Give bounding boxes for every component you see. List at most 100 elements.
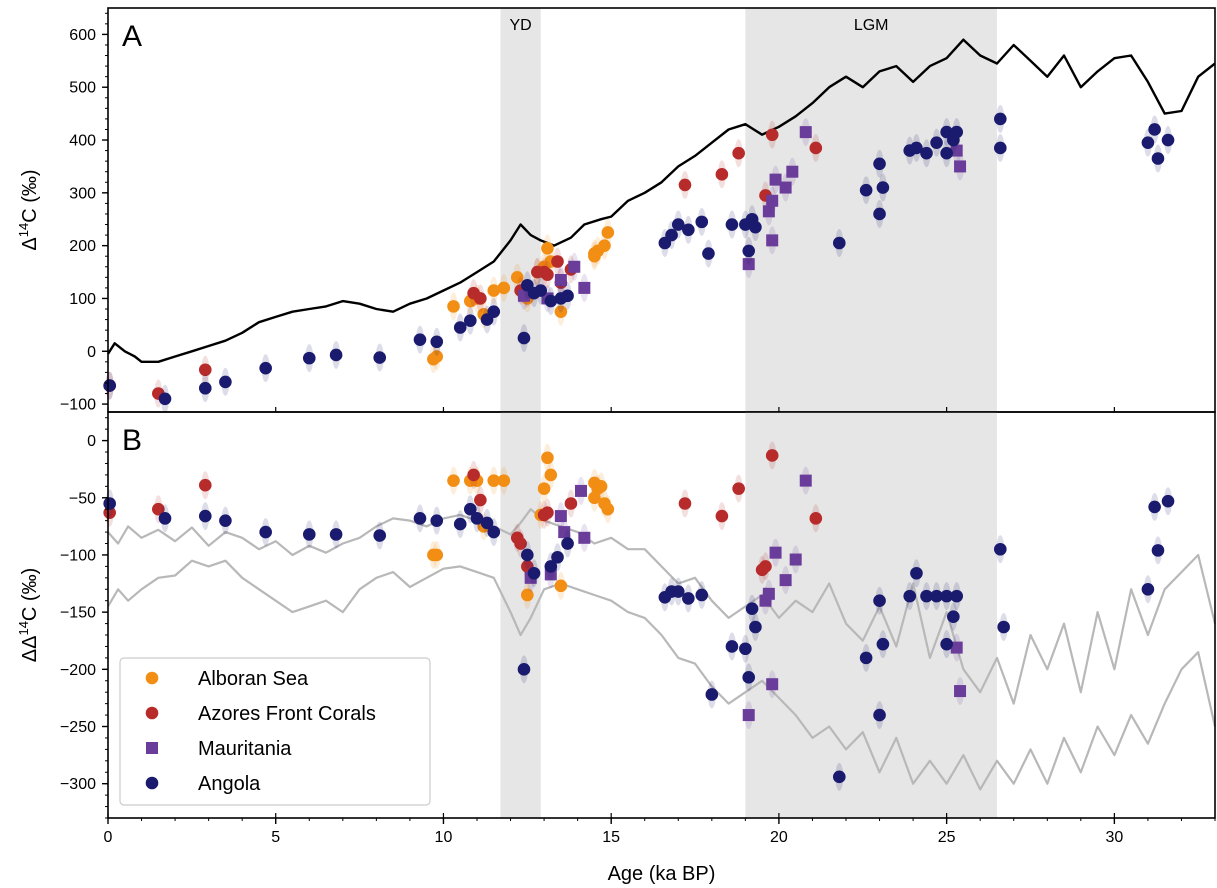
data-point-azores [809,512,823,525]
data-point-angola [910,141,923,155]
data-point-angola [534,284,548,297]
data-point-azores [765,449,779,462]
y-tick-label: 100 [69,291,96,308]
data-point-mauritania [799,474,812,487]
x-axis: 0 5 10 15 20 25 30 Age (ka BP) [104,818,1216,885]
data-point-angola [487,525,501,539]
data-point-angola [521,548,534,562]
legend-marker-alboran [145,671,159,685]
data-point-angola [302,528,316,541]
data-point-azores [541,506,554,519]
data-point-angola [470,512,484,525]
data-point-angola [930,136,943,149]
legend-label-angola: Angola [198,773,261,795]
y-tick-label: 400 [69,133,96,150]
data-point-angola [859,183,873,197]
data-point-angola [463,502,477,516]
data-point-angola [994,141,1007,155]
y-tick-label: 500 [69,80,96,97]
data-point-angola [259,525,272,539]
data-point-angola [832,236,846,250]
shade-label-yd: YD [509,17,531,34]
data-point-mauritania [742,709,755,722]
legend-label-alboran: Alboran Sea [198,668,309,690]
data-point-angola [873,207,886,221]
data-point-angola [219,514,232,527]
data-point-angola [695,215,709,229]
data-point-angola [671,585,685,598]
data-point-mauritania [766,194,779,207]
data-point-angola [997,620,1010,634]
data-point-angola [373,351,387,364]
data-point-azores [564,497,578,510]
data-point-azores [531,265,544,279]
plot-frame [107,7,1216,413]
data-point-mauritania [950,144,963,157]
data-point-azores [551,255,564,268]
data-point-angola [920,146,933,160]
data-point-azores [715,168,729,181]
data-point-angola [413,333,427,346]
data-point-angola [463,314,477,327]
data-point-alboran [541,451,554,465]
data-point-mauritania [766,234,779,247]
legend-box [119,657,431,806]
data-point-azores [678,497,692,510]
data-point-alboran [497,474,511,487]
data-point-angola [1148,123,1161,136]
data-point-angola [742,244,756,258]
data-point-mauritania [769,173,782,186]
data-point-angola [725,218,739,231]
data-point-angola [158,392,172,406]
y-axis-label: Δ14C (‰) [16,169,41,250]
y-tick-label: 600 [69,27,96,44]
data-point-angola [695,588,709,602]
data-point-alboran [497,281,511,295]
data-point-angola [329,528,343,541]
data-point-angola [950,125,963,139]
data-point-angola [480,516,494,530]
data-point-angola [158,512,172,525]
data-point-alboran [430,350,444,363]
panel-b: −300 −250 −200 −150 −100 −50 0 ΔΔ14C (‰) B [16,411,1217,819]
data-point-angola [873,157,886,171]
x-tick-label: 0 [104,829,113,846]
data-point-angola [702,247,715,260]
panel-label-b: B [122,424,142,457]
data-point-angola [1161,133,1175,147]
y-axis-label-part: C (‰) [19,568,41,621]
data-point-angola [739,642,752,656]
data-point-mauritania [789,553,802,566]
curve-b-0 [107,508,1217,705]
data-point-alboran [601,502,615,516]
data-point-angola [876,181,890,194]
data-point-mauritania [762,205,775,218]
data-point-angola [561,537,574,550]
data-point-angola [103,497,116,510]
data-point-angola [930,589,943,603]
data-point-angola [749,220,762,234]
data-point-alboran [554,305,568,318]
data-point-azores [152,502,165,516]
data-point-mauritania [950,641,963,654]
data-point-mauritania [578,281,591,294]
data-point-angola [940,637,953,651]
data-point-angola [517,331,531,345]
data-point-angola [544,294,558,308]
y-axis-label-part: Δ [19,237,41,250]
legend-marker-angola [145,776,159,790]
data-point-azores [474,292,487,305]
data-point-angola [671,218,685,231]
data-point-angola [551,550,564,564]
y-tick-label: 200 [69,238,96,255]
data-point-azores [732,146,745,160]
x-tick-label: 25 [938,829,956,846]
data-point-angola [873,708,886,722]
data-point-mauritania [779,574,792,587]
data-point-alboran [594,480,608,493]
data-point-angola [1161,494,1175,508]
data-point-angola [994,112,1007,126]
y-tick-label: −250 [60,719,96,736]
data-point-alboran [588,249,601,263]
y-axis-label-sup: 14 [16,621,31,635]
